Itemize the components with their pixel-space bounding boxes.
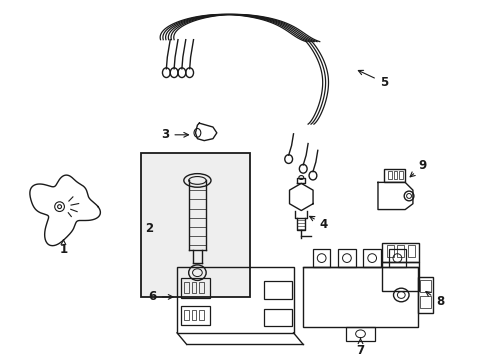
- Bar: [183, 310, 188, 320]
- Bar: [303, 267, 417, 327]
- Bar: [177, 267, 293, 333]
- Text: 5: 5: [358, 70, 387, 89]
- Text: 9: 9: [409, 159, 426, 177]
- Bar: [338, 249, 355, 267]
- Text: 2: 2: [144, 222, 153, 235]
- Text: 8: 8: [425, 292, 443, 308]
- Bar: [345, 327, 374, 341]
- Bar: [397, 246, 404, 257]
- Bar: [419, 296, 430, 307]
- Bar: [183, 282, 188, 293]
- Bar: [407, 246, 414, 257]
- Bar: [191, 282, 196, 293]
- Bar: [417, 276, 432, 314]
- Bar: [141, 153, 249, 297]
- Bar: [393, 171, 397, 180]
- Bar: [419, 280, 430, 292]
- Bar: [199, 310, 204, 320]
- Text: 4: 4: [309, 216, 327, 231]
- Bar: [363, 249, 380, 267]
- Bar: [386, 246, 393, 257]
- Bar: [381, 262, 418, 291]
- Bar: [387, 171, 391, 180]
- Text: 3: 3: [161, 128, 188, 141]
- Text: 1: 1: [59, 240, 67, 256]
- Bar: [312, 249, 330, 267]
- Bar: [381, 243, 418, 262]
- Bar: [181, 306, 210, 325]
- Bar: [264, 282, 291, 299]
- Bar: [383, 169, 405, 183]
- Bar: [388, 249, 406, 267]
- Bar: [181, 279, 210, 298]
- Bar: [191, 310, 196, 320]
- Bar: [264, 309, 291, 326]
- Bar: [399, 171, 403, 180]
- Bar: [199, 282, 204, 293]
- Text: 7: 7: [356, 338, 364, 357]
- Text: 6: 6: [148, 291, 173, 303]
